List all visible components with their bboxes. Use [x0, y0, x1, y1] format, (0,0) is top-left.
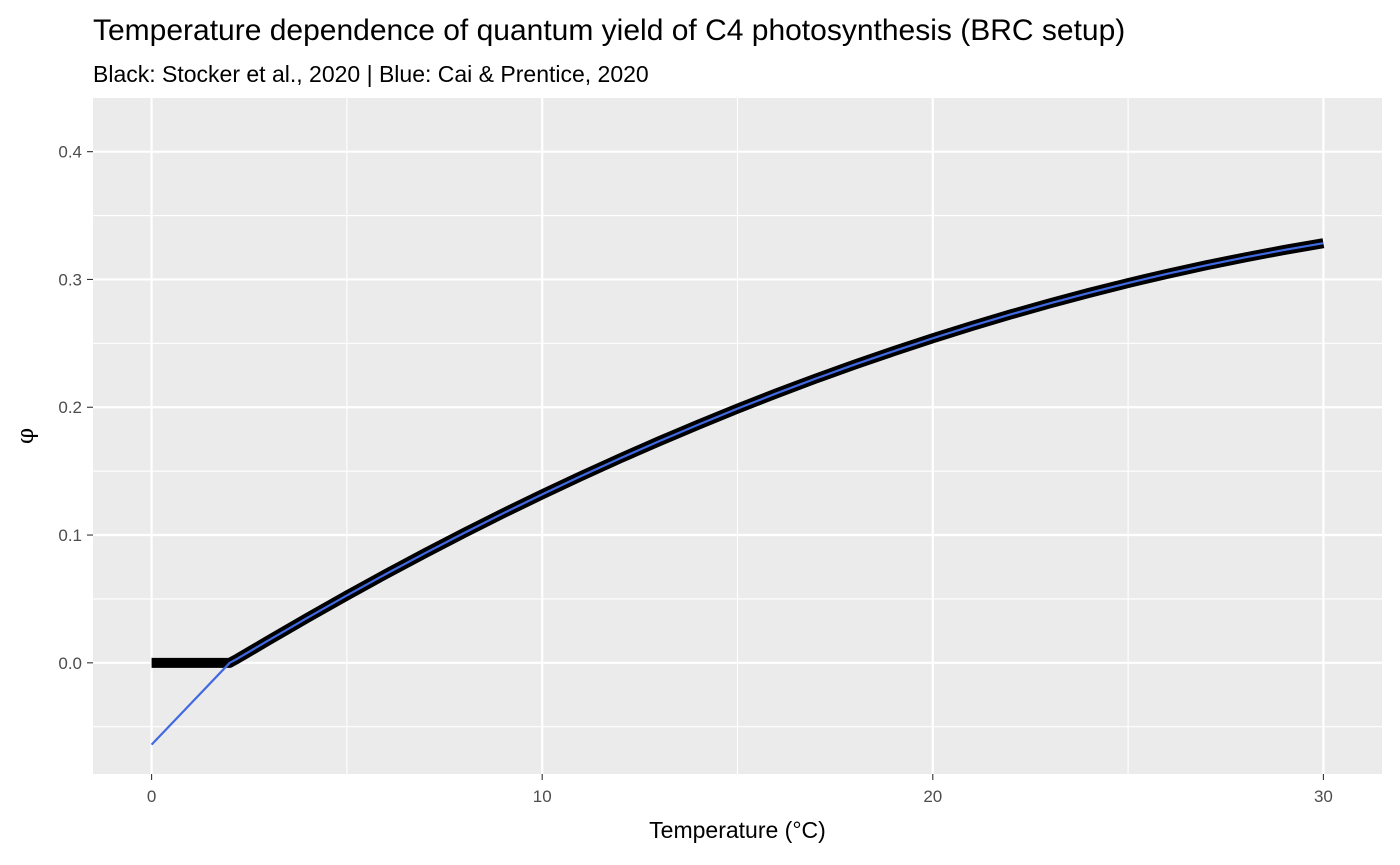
- minor-gridlines: [93, 98, 1382, 774]
- y-tick-label: 0.4: [58, 143, 82, 162]
- x-tick-label: 0: [147, 787, 156, 806]
- x-axis-title: Temperature (°C): [649, 817, 826, 843]
- x-tick-label: 30: [1314, 787, 1333, 806]
- series-line-blue: [150, 242, 1324, 746]
- y-axis-title: φ: [13, 428, 39, 444]
- chart-title: Temperature dependence of quantum yield …: [93, 14, 1125, 47]
- y-tick-label: 0.2: [58, 398, 82, 417]
- x-axis-ticks: 0 10 20 30: [147, 774, 1333, 806]
- series-layer: [150, 238, 1325, 746]
- y-tick-label: 0.0: [58, 654, 82, 673]
- chart-subtitle: Black: Stocker et al., 2020 | Blue: Cai …: [93, 61, 649, 87]
- x-tick-label: 10: [533, 787, 552, 806]
- y-axis-ticks: 0.0 0.1 0.2 0.3 0.4: [58, 143, 93, 673]
- y-tick-label: 0.3: [58, 270, 82, 289]
- x-tick-label: 20: [923, 787, 942, 806]
- y-tick-label: 0.1: [58, 526, 82, 545]
